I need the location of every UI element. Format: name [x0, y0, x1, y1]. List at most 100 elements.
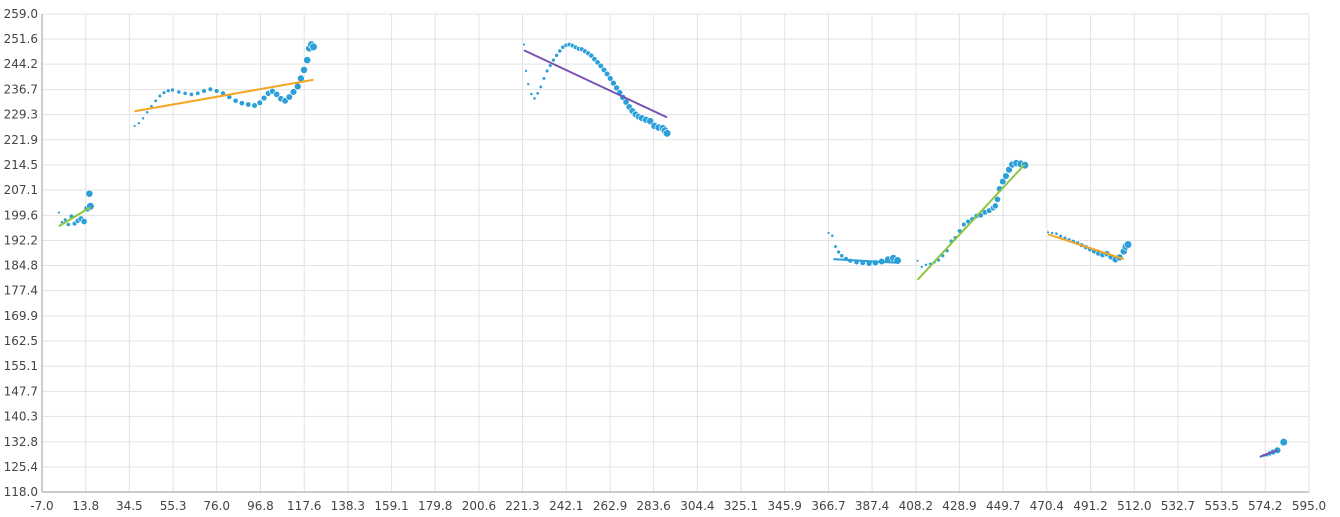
data-point	[137, 121, 141, 125]
data-point	[238, 100, 245, 107]
data-point	[999, 177, 1007, 186]
trend-line	[916, 163, 1026, 281]
data-point	[293, 82, 302, 91]
data-point	[607, 75, 614, 82]
x-tick-label: 179.8	[418, 499, 452, 513]
x-tick-label: 138.3	[331, 499, 365, 513]
data-point	[132, 124, 137, 128]
y-tick-label: 118.0	[4, 485, 38, 499]
data-point	[161, 90, 167, 95]
data-point	[919, 265, 924, 269]
data-point	[610, 79, 617, 87]
data-point	[141, 116, 145, 121]
x-tick-label: 34.5	[116, 499, 143, 513]
data-point	[544, 68, 550, 74]
data-point	[188, 91, 194, 97]
data-point	[836, 249, 841, 255]
trend-line	[1260, 449, 1278, 458]
data-point	[80, 218, 88, 225]
data-point	[145, 110, 150, 115]
data-point	[554, 53, 559, 58]
x-tick-label: 553.5	[1204, 499, 1238, 513]
trend-lines	[58, 49, 1278, 458]
y-tick-label: 155.1	[4, 359, 38, 373]
x-tick-label: 512.0	[1117, 499, 1151, 513]
y-tick-label: 162.5	[4, 334, 38, 348]
data-point	[613, 84, 620, 92]
data-point	[176, 89, 182, 95]
data-point	[524, 69, 528, 73]
data-point	[57, 210, 61, 215]
data-point	[529, 92, 534, 96]
data-point	[1050, 231, 1055, 235]
data-point	[830, 233, 835, 238]
trend-line	[523, 49, 668, 119]
data-point	[309, 42, 318, 51]
y-tick-label: 177.4	[4, 284, 38, 298]
data-point	[603, 70, 611, 78]
data-point	[961, 221, 967, 228]
y-axis-tick-labels: 118.0 125.4 132.8 140.3 147.7 155.1 162.5 169.9…	[4, 7, 38, 499]
data-point	[924, 262, 928, 267]
x-tick-label: 55.3	[160, 499, 187, 513]
vertical-grid-lines	[41, 14, 1310, 492]
y-tick-label: 199.6	[4, 208, 38, 222]
x-tick-label: 117.6	[287, 499, 321, 513]
x-tick-label: 595.0	[1292, 499, 1326, 513]
data-point	[992, 202, 999, 210]
axes	[41, 14, 1309, 493]
x-tick-label: 242.1	[549, 499, 583, 513]
data-points	[57, 40, 1288, 459]
x-tick-label: 283.6	[636, 499, 670, 513]
x-tick-label: 221.3	[505, 499, 539, 513]
data-point	[662, 129, 672, 138]
y-tick-label: 169.9	[4, 309, 38, 323]
data-point	[182, 90, 188, 96]
x-tick-label: 387.4	[855, 499, 889, 513]
x-tick-label: 159.1	[374, 499, 408, 513]
data-point	[195, 90, 201, 96]
x-tick-label: 13.8	[72, 499, 99, 513]
data-point	[260, 94, 268, 102]
trend-line	[833, 258, 899, 264]
data-point	[207, 86, 214, 92]
data-point	[170, 87, 175, 93]
y-tick-label: 207.1	[4, 183, 38, 197]
data-point	[532, 96, 537, 101]
data-point	[839, 253, 845, 259]
data-point	[285, 93, 293, 101]
y-tick-label: 132.8	[4, 435, 38, 449]
data-point	[1046, 230, 1050, 235]
data-point	[994, 196, 1001, 203]
y-tick-label: 214.5	[4, 158, 38, 172]
data-point	[522, 42, 526, 47]
data-point	[826, 231, 831, 235]
x-tick-label: 200.6	[462, 499, 496, 513]
data-point	[541, 76, 547, 81]
x-tick-label: 574.2	[1248, 499, 1282, 513]
y-tick-label: 251.6	[4, 32, 38, 46]
x-tick-label: 76.0	[203, 499, 230, 513]
data-point	[557, 48, 563, 54]
data-point	[85, 189, 94, 198]
data-point	[213, 88, 220, 94]
data-point	[251, 102, 258, 109]
x-tick-label: 532.7	[1161, 499, 1195, 513]
y-tick-label: 125.4	[4, 460, 38, 474]
data-point	[535, 91, 540, 96]
data-point	[65, 222, 71, 227]
data-point	[201, 88, 207, 94]
data-point	[153, 98, 158, 103]
x-tick-label: 345.9	[768, 499, 802, 513]
x-tick-label: 428.9	[942, 499, 976, 513]
data-point	[1279, 438, 1288, 447]
data-point	[915, 259, 920, 263]
y-tick-label: 192.2	[4, 233, 38, 247]
y-tick-label: 259.0	[4, 7, 38, 21]
x-tick-label: 304.4	[680, 499, 714, 513]
trend-line	[1047, 233, 1125, 261]
y-tick-label: 147.7	[4, 384, 38, 398]
data-point	[256, 99, 263, 106]
data-point	[597, 62, 604, 69]
